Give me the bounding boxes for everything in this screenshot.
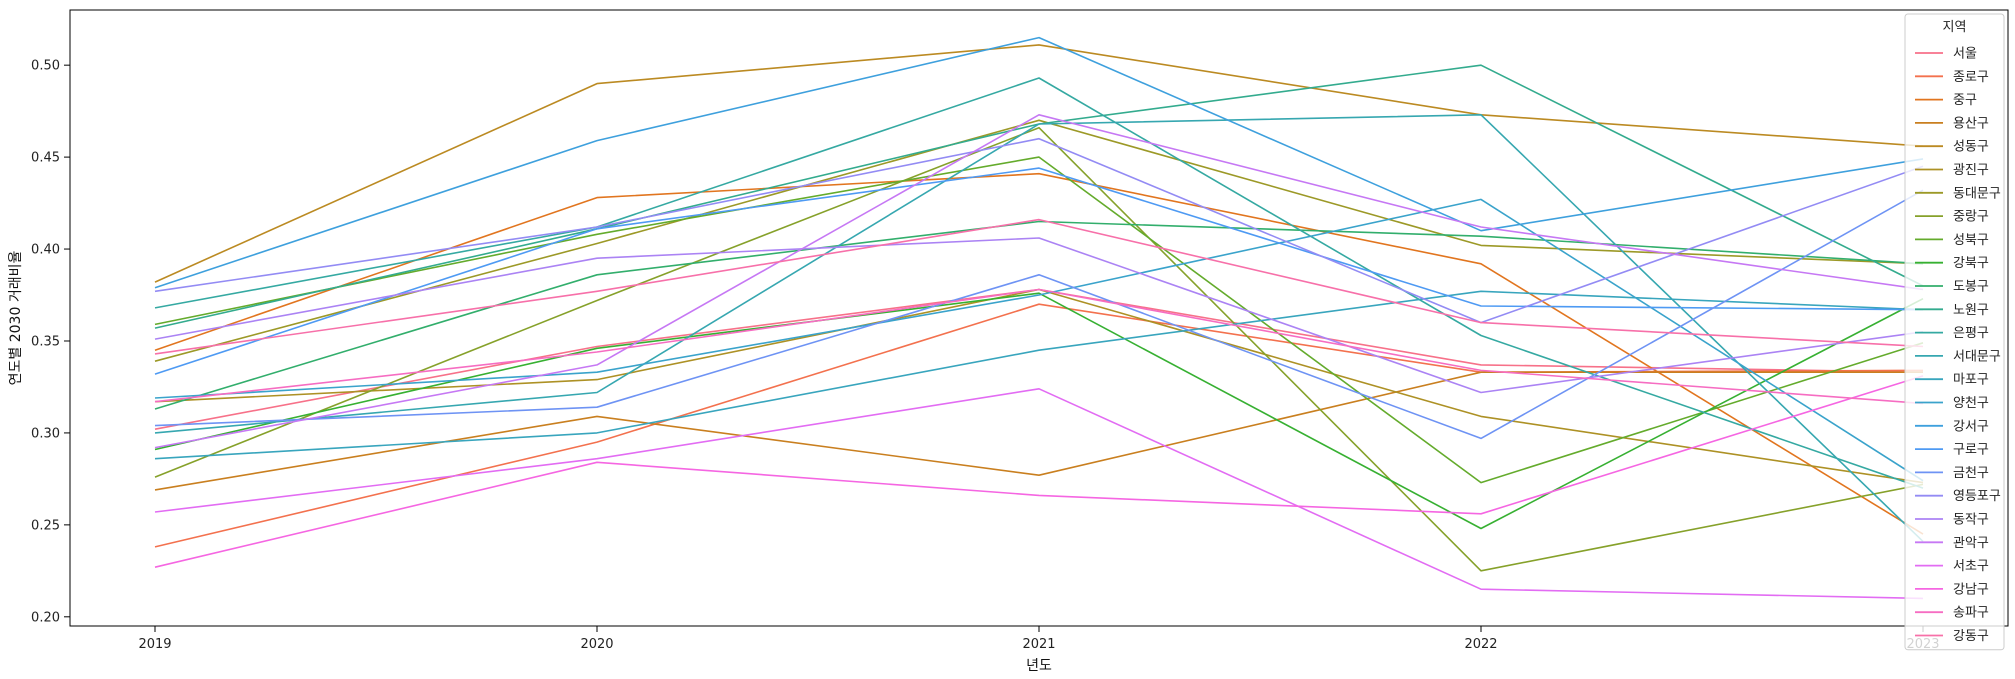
legend-item: 마포구 [1915, 373, 1989, 388]
legend-items: 서울종로구중구용산구성동구광진구동대문구중랑구성북구강북구도봉구노원구은평구서대… [1915, 47, 2001, 644]
legend: 지역 서울종로구중구용산구성동구광진구동대문구중랑구성북구강북구도봉구노원구은평… [1904, 13, 2005, 651]
series-line-21 [154, 114, 1924, 449]
x-tick-label: 2019 [138, 637, 171, 652]
series-line-1 [154, 303, 1924, 548]
legend-item: 성동구 [1915, 140, 1989, 155]
plot-frame [69, 9, 2009, 627]
series-line-18 [154, 189, 1924, 440]
legend-item: 광진구 [1915, 163, 1989, 178]
legend-label: 성북구 [1953, 233, 1989, 248]
legend-item: 강남구 [1915, 582, 1989, 597]
legend-label: 서울 [1953, 47, 1977, 62]
legend-label: 송파구 [1953, 606, 1989, 621]
plot-area [69, 9, 2009, 627]
legend-label: 종로구 [1953, 70, 1989, 85]
legend-label: 관악구 [1953, 536, 1989, 551]
legend-label: 강남구 [1953, 582, 1989, 597]
series-line-13 [154, 114, 1924, 542]
series-line-25 [154, 218, 1924, 355]
legend-item: 구로구 [1915, 443, 1989, 458]
series-line-19 [154, 137, 1924, 324]
legend-label: 노원구 [1953, 303, 1989, 318]
legend-item: 강서구 [1915, 419, 1989, 434]
series-line-24 [154, 288, 1924, 405]
legend-label: 도봉구 [1953, 280, 1989, 295]
series-line-8 [154, 156, 1924, 484]
legend-label: 서대문구 [1953, 349, 2001, 364]
legend-item: 서대문구 [1915, 349, 2001, 364]
y-tick-label: 0.35 [31, 334, 60, 349]
series-line-15 [154, 198, 1924, 482]
x-tick-label: 2022 [1464, 637, 1497, 652]
legend-item: 서울 [1915, 47, 1977, 62]
legend-label: 구로구 [1953, 443, 1989, 458]
legend-item: 종로구 [1915, 70, 1989, 85]
legend-label: 중랑구 [1953, 210, 1989, 225]
x-tick-label: 2021 [1022, 637, 1055, 652]
x-axis-title: 년도 [1026, 658, 1052, 674]
legend-label: 중구 [1953, 93, 1977, 108]
legend-item: 관악구 [1915, 536, 1989, 551]
legend-item: 서초구 [1915, 559, 1989, 574]
legend-label: 마포구 [1953, 373, 1989, 388]
series-line-11 [154, 64, 1924, 329]
legend-item: 동작구 [1915, 513, 1989, 528]
legend-label: 강서구 [1953, 419, 1989, 434]
legend-item: 은평구 [1915, 326, 1989, 341]
series-line-17 [154, 167, 1924, 375]
y-tick-label: 0.30 [31, 426, 60, 441]
legend-label: 영등포구 [1953, 489, 2001, 504]
series-line-3 [154, 371, 1923, 491]
legend-item: 중랑구 [1915, 210, 1989, 225]
y-tick-label: 0.20 [31, 610, 60, 625]
legend-label: 광진구 [1953, 163, 1989, 178]
legend-item: 중구 [1915, 93, 1977, 108]
x-tick-label: 2020 [580, 637, 613, 652]
legend-label: 동대문구 [1953, 186, 2001, 201]
series-line-9 [154, 292, 1924, 530]
series-line-20 [154, 237, 1924, 394]
series-line-14 [154, 290, 1924, 460]
legend-item: 도봉구 [1915, 280, 1989, 295]
series-line-23 [154, 375, 1924, 568]
y-tick-label: 0.40 [31, 243, 60, 258]
series-line-12 [154, 77, 1924, 489]
legend-item: 강북구 [1915, 256, 1989, 271]
series-line-4 [154, 44, 1924, 283]
legend-label: 금천구 [1953, 466, 1989, 481]
legend-label: 양천구 [1953, 396, 1989, 411]
legend-label: 동작구 [1953, 513, 1989, 528]
y-axis: 0.20 0.25 0.30 0.35 0.40 0.45 0.50 [31, 59, 70, 625]
legend-item: 송파구 [1915, 606, 1989, 621]
legend-item: 강동구 [1915, 629, 1989, 644]
series-line-7 [154, 126, 1924, 572]
legend-label: 용산구 [1953, 116, 1989, 131]
y-axis-title: 연도별 2030 거래비율 [8, 251, 24, 386]
legend-item: 동대문구 [1915, 186, 2001, 201]
legend-item: 금천구 [1915, 466, 1989, 481]
legend-label: 서초구 [1953, 559, 1989, 574]
series-line-22 [154, 387, 1924, 600]
series-line-16 [154, 36, 1924, 289]
series-layer [154, 36, 1924, 600]
y-tick-label: 0.50 [31, 59, 60, 74]
legend-title: 지역 [1943, 20, 1967, 35]
legend-label: 은평구 [1953, 326, 1989, 341]
legend-label: 성동구 [1953, 140, 1989, 155]
legend-item: 양천구 [1915, 396, 1989, 411]
x-axis: 20192020202120222023 [138, 626, 1940, 652]
series-line-5 [154, 288, 1924, 484]
series-line-6 [154, 119, 1924, 362]
legend-label: 강북구 [1953, 256, 1989, 271]
legend-item: 용산구 [1915, 116, 1989, 131]
legend-item: 성북구 [1915, 233, 1989, 248]
y-tick-label: 0.25 [31, 518, 60, 533]
legend-item: 노원구 [1915, 303, 1989, 318]
series-line-10 [154, 220, 1924, 410]
y-tick-label: 0.45 [31, 151, 60, 166]
legend-item: 영등포구 [1915, 489, 2001, 504]
legend-box [1904, 13, 2005, 651]
legend-label: 강동구 [1953, 629, 1989, 644]
